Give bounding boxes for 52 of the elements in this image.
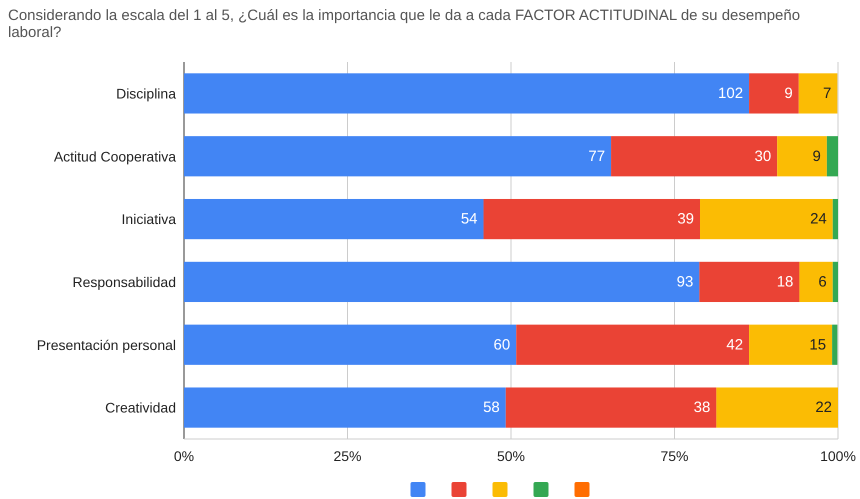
bar bbox=[798, 73, 838, 114]
bar bbox=[184, 136, 612, 176]
y-tick-label: Presentación personal bbox=[36, 336, 176, 353]
annotation: 22 bbox=[815, 399, 832, 416]
bar bbox=[184, 387, 506, 428]
y-tick-label: Actitud Cooperativa bbox=[54, 148, 176, 164]
y-tick-label: Iniciativa bbox=[122, 211, 176, 228]
annotation: 58 bbox=[483, 399, 500, 416]
chart-title: Considerando la escala del 1 al 5, ¿Cuál es la importancia que le da a cada FACTOR ACTITUDINAL de su desempeño laboral? bbox=[8, 7, 800, 41]
bar bbox=[184, 198, 484, 240]
annotation: 93 bbox=[676, 273, 694, 290]
annotation: 6 bbox=[818, 273, 827, 290]
bar bbox=[832, 324, 838, 365]
bar bbox=[749, 324, 832, 365]
annotation: 15 bbox=[809, 336, 826, 354]
annotation: 9 bbox=[784, 84, 793, 102]
y-tick-label: Creatividad bbox=[105, 400, 176, 416]
x-tick-label: 50% bbox=[496, 448, 526, 464]
bar bbox=[516, 324, 750, 365]
bar bbox=[700, 198, 833, 240]
annotation: 42 bbox=[726, 336, 744, 354]
annotation: 9 bbox=[812, 148, 821, 165]
bar bbox=[184, 73, 750, 114]
bar bbox=[506, 387, 716, 428]
bar bbox=[832, 198, 838, 240]
bar bbox=[184, 262, 700, 302]
x-tick-label: 25% bbox=[333, 448, 362, 464]
annotation: 77 bbox=[588, 148, 606, 165]
bar bbox=[826, 136, 838, 176]
bar bbox=[716, 387, 838, 428]
bar bbox=[749, 73, 799, 114]
bar bbox=[611, 136, 778, 176]
y-tick-label: Disciplina bbox=[116, 85, 176, 102]
bar bbox=[777, 136, 827, 176]
annotation: 102 bbox=[718, 84, 744, 102]
annotation: 54 bbox=[460, 210, 478, 228]
annotation: 60 bbox=[494, 336, 510, 354]
bar bbox=[799, 262, 833, 302]
annotation: 24 bbox=[810, 210, 827, 228]
annotation: 38 bbox=[694, 399, 710, 416]
bar bbox=[184, 324, 516, 365]
x-tick-label: 0% bbox=[174, 448, 194, 464]
bar bbox=[699, 262, 800, 302]
annotation: 18 bbox=[776, 273, 794, 290]
y-tick-label: Responsabilidad bbox=[72, 274, 176, 290]
x-tick-label: 100% bbox=[820, 448, 856, 464]
annotation: 30 bbox=[754, 148, 772, 165]
bar bbox=[832, 262, 838, 302]
x-tick-label: 75% bbox=[660, 448, 689, 464]
bar bbox=[484, 198, 700, 240]
annotation: 39 bbox=[677, 210, 694, 228]
annotation: 7 bbox=[823, 84, 832, 102]
